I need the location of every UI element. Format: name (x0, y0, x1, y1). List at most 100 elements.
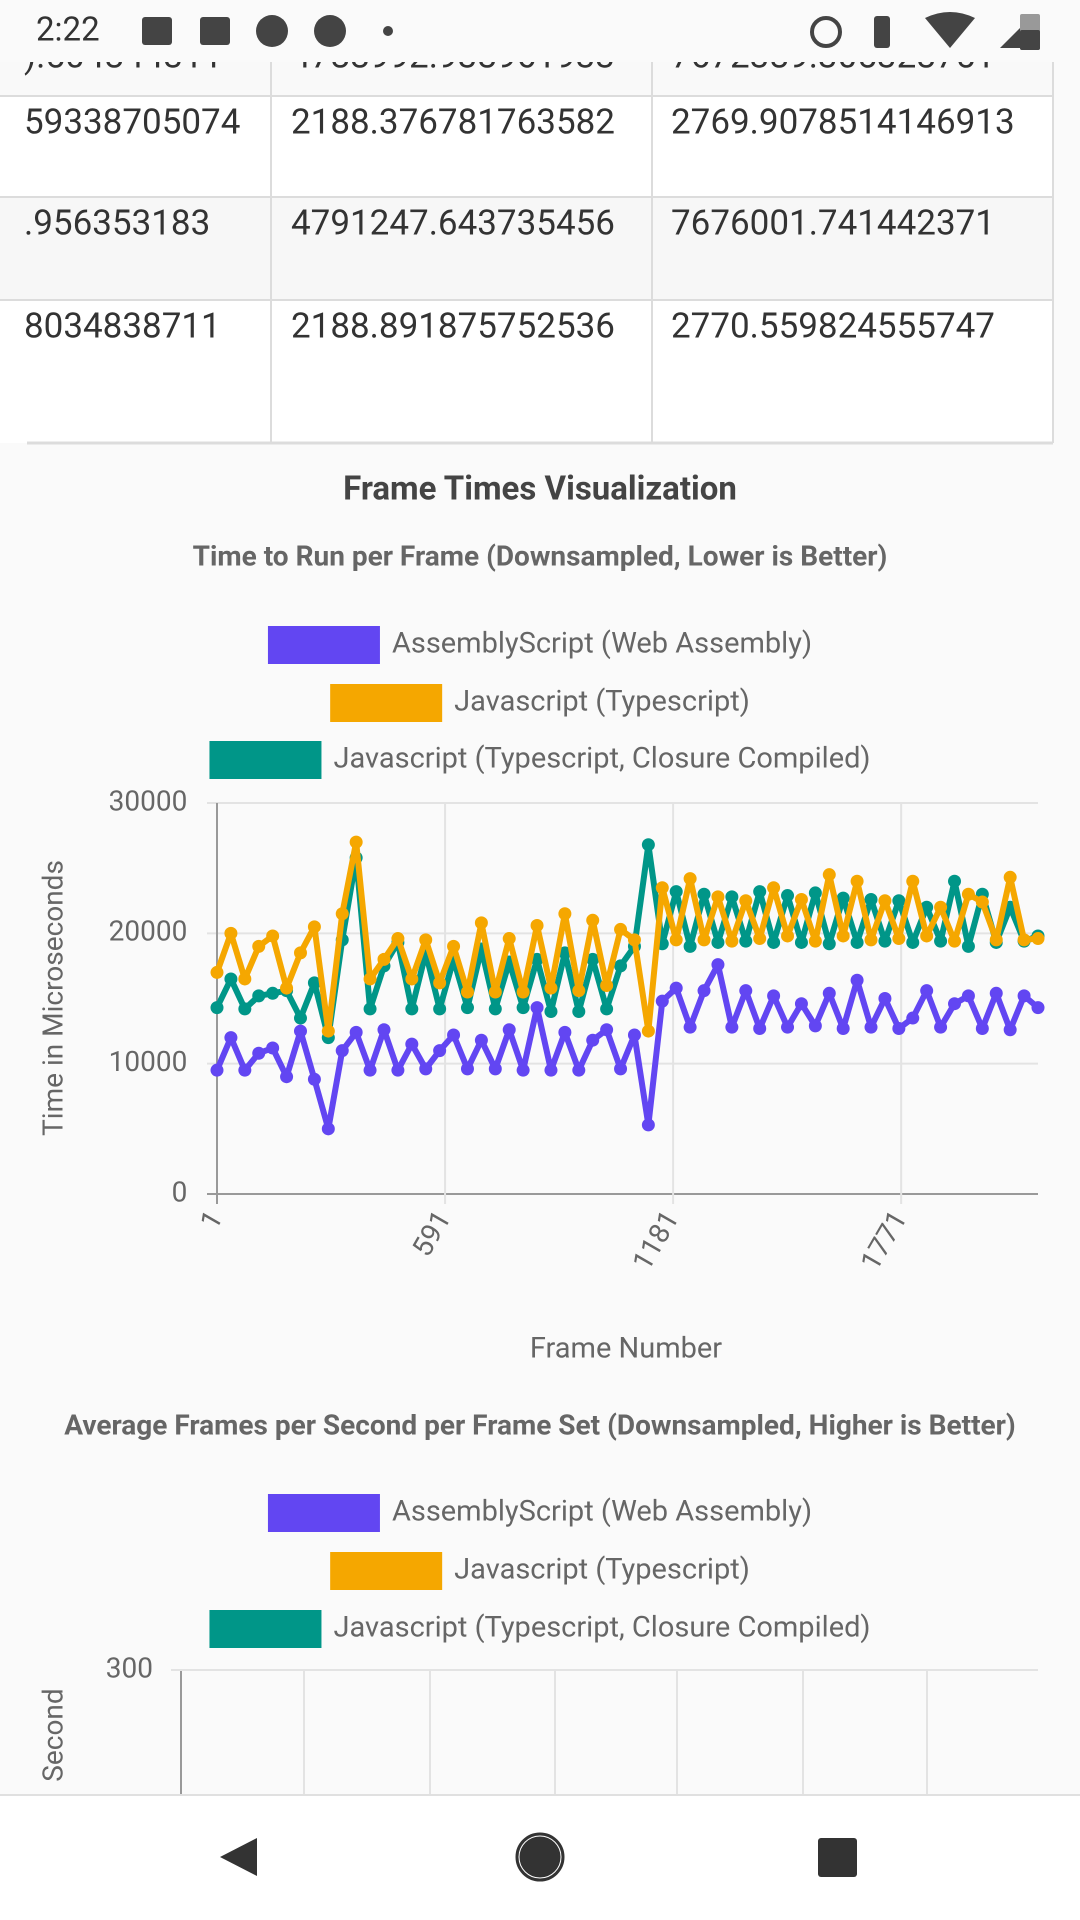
data-point (753, 1021, 767, 1035)
table-cell: 2769.9078514146913 (671, 101, 1015, 142)
data-point (864, 1020, 878, 1034)
data-point (419, 1062, 433, 1076)
data-point (293, 1024, 307, 1038)
data-point (377, 1023, 391, 1037)
data-point (641, 1118, 655, 1132)
data-point (558, 907, 572, 921)
data-point (572, 984, 586, 998)
alarm-icon (810, 16, 842, 48)
data-point (572, 1063, 586, 1077)
data-point (460, 1001, 474, 1015)
data-point (794, 892, 808, 906)
data-point (544, 1005, 558, 1019)
vibrate-icon (874, 16, 890, 48)
data-point (627, 1028, 641, 1042)
data-point (683, 872, 697, 886)
data-point (1031, 932, 1045, 946)
data-point (961, 989, 975, 1003)
data-point (280, 1070, 294, 1084)
data-point (808, 1019, 822, 1033)
table-cell: 8034838711 (24, 305, 221, 346)
table-cell: 2770.559824555747 (671, 305, 995, 346)
data-point (948, 934, 962, 948)
data-point (530, 952, 544, 966)
y-tick-label: 30000 (109, 784, 188, 817)
data-point (850, 874, 864, 888)
table-cell: 4791247.643735456 (291, 202, 615, 243)
data-point (391, 932, 405, 946)
data-point (655, 881, 669, 895)
data-point (822, 986, 836, 1000)
data-point (321, 1024, 335, 1038)
data-point (711, 958, 725, 972)
data-point (794, 997, 808, 1011)
data-point (280, 981, 294, 995)
data-point (683, 939, 697, 953)
data-point (349, 835, 363, 849)
data-point (864, 892, 878, 906)
data-point (781, 889, 795, 903)
legend-label: Javascript (Typescript) (454, 1553, 750, 1587)
recents-button[interactable] (818, 1838, 857, 1877)
data-point (558, 946, 572, 960)
data-point (836, 929, 850, 943)
data-point (224, 972, 238, 986)
data-point (433, 976, 447, 990)
data-point (572, 1005, 586, 1019)
data-point (1003, 1023, 1017, 1037)
notif-dot (383, 26, 393, 36)
notif-icon (256, 15, 288, 47)
data-point (781, 1020, 795, 1034)
y-tick-label: 10000 (109, 1045, 188, 1078)
table-cell: 59338705074 (24, 101, 240, 142)
data-point (850, 935, 864, 949)
battery-level (1020, 30, 1040, 50)
data-point (892, 1021, 906, 1035)
legend-label: AssemblyScript (Web Assembly) (392, 627, 812, 661)
data-point (753, 932, 767, 946)
data-point (989, 933, 1003, 947)
data-point (600, 978, 614, 992)
data-point (363, 1063, 377, 1077)
data-point (266, 1041, 280, 1055)
data-point (433, 1002, 447, 1016)
data-point (725, 1020, 739, 1034)
data-point (586, 913, 600, 927)
y-axis-label: Time in Microseconds (36, 860, 69, 1136)
data-point (488, 985, 502, 999)
data-point (920, 984, 934, 998)
data-point (307, 1072, 321, 1086)
home-button[interactable] (519, 1836, 561, 1878)
data-point (307, 976, 321, 990)
data-point (293, 1011, 307, 1025)
data-point (697, 933, 711, 947)
table-row (0, 96, 1053, 197)
data-point (586, 1033, 600, 1047)
table-cell: 7676001.741442371 (671, 202, 995, 243)
data-point (558, 1025, 572, 1039)
data-point (822, 868, 836, 882)
data-point (892, 894, 906, 908)
table-cell: .956353183 (24, 202, 210, 243)
chart-title: Time to Run per Frame (Downsampled, Lowe… (193, 539, 888, 572)
data-point (238, 1002, 252, 1016)
notif-icon (200, 17, 230, 45)
data-point (516, 1063, 530, 1077)
data-point (335, 907, 349, 921)
legend-label: Javascript (Typescript) (454, 685, 750, 719)
data-point (474, 1033, 488, 1047)
data-point (906, 935, 920, 949)
legend-label: Javascript (Typescript, Closure Compiled… (333, 1611, 870, 1645)
data-point (934, 900, 948, 914)
data-point (781, 929, 795, 943)
data-point (252, 989, 266, 1003)
data-point (794, 935, 808, 949)
table-cell: 2188.376781763582 (291, 101, 615, 142)
data-point (739, 934, 753, 948)
series-line (214, 841, 1040, 1041)
data-point (488, 1002, 502, 1016)
data-point (934, 1020, 948, 1034)
back-button[interactable] (220, 1838, 257, 1876)
data-point (948, 874, 962, 888)
